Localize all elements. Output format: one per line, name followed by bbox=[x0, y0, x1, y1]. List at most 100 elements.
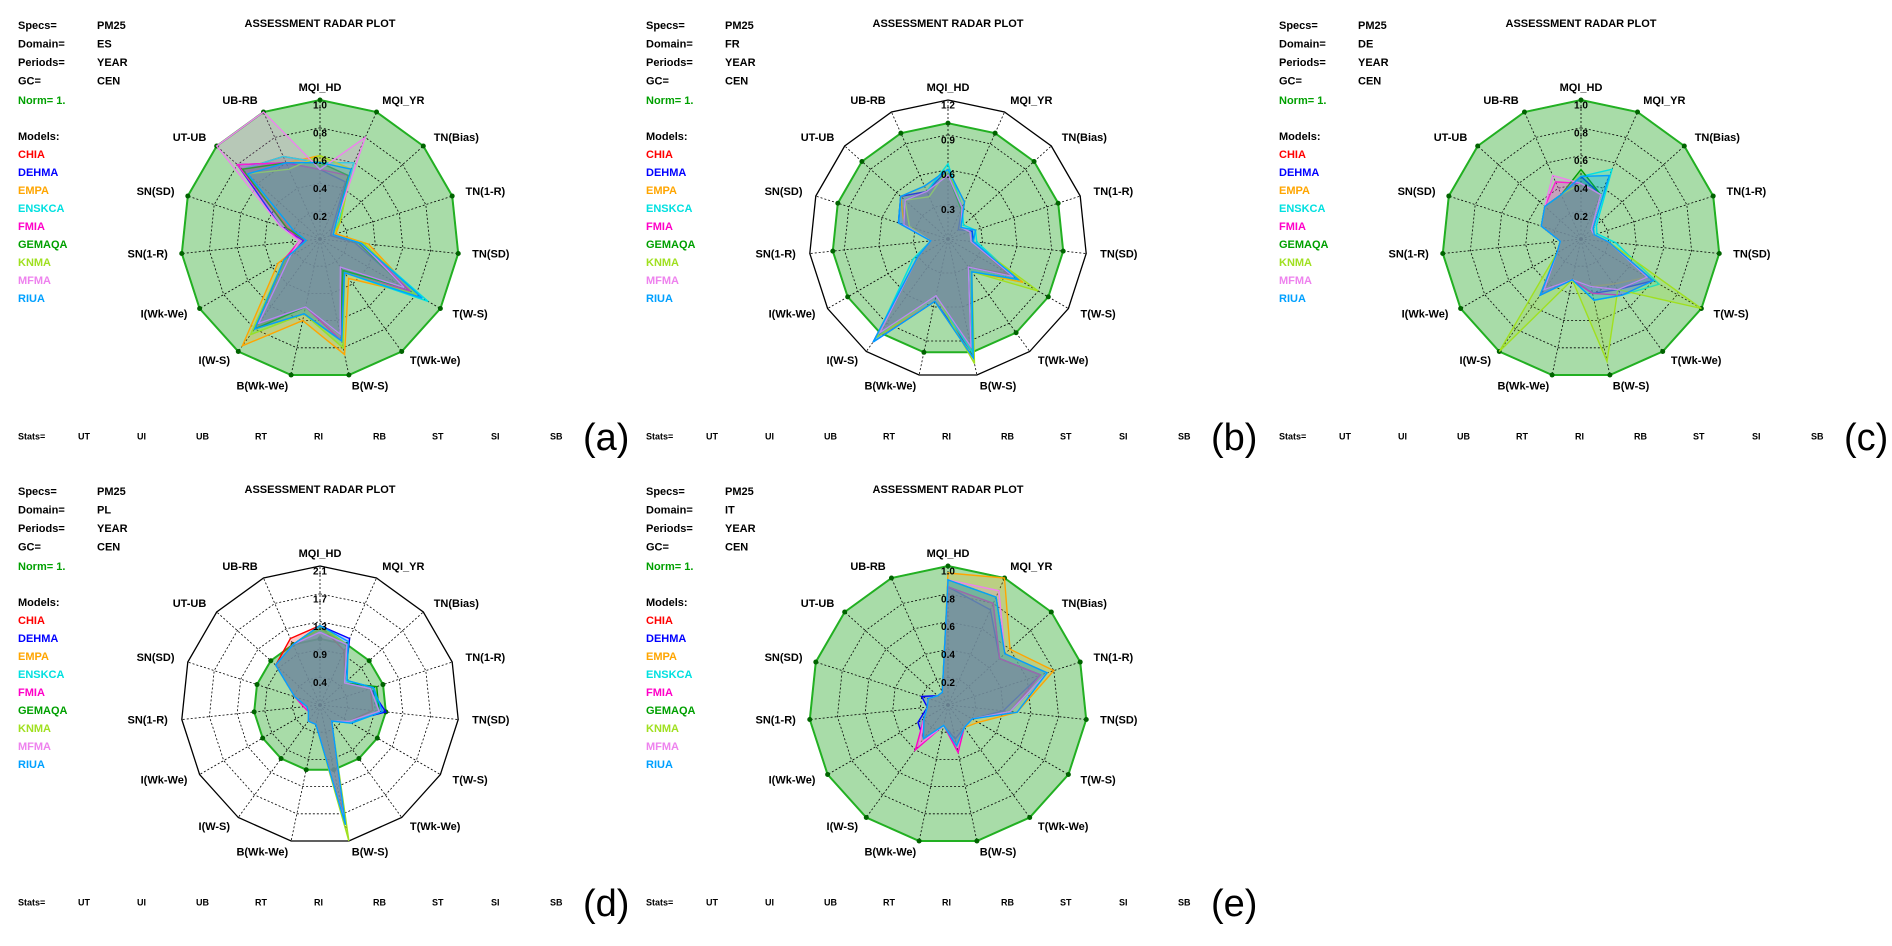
stats-item: RB bbox=[1001, 897, 1014, 907]
r-tick-label: 1.7 bbox=[313, 594, 327, 605]
norm-line bbox=[180, 98, 460, 376]
info-key: Periods= bbox=[18, 523, 65, 535]
norm-dot bbox=[235, 348, 241, 354]
norm-dot bbox=[1077, 659, 1083, 665]
legend-entry: GEMAQA bbox=[646, 239, 696, 251]
grid-ring bbox=[181, 565, 459, 842]
axis-label: TN(Bias) bbox=[1062, 598, 1108, 610]
legend-entry: EMPA bbox=[646, 185, 677, 197]
stats-item: SB bbox=[550, 897, 563, 907]
axis-label: MQI_HD bbox=[299, 548, 342, 560]
info-key: Specs= bbox=[646, 486, 685, 498]
axis-label: SN(1-R) bbox=[755, 715, 796, 727]
legend-entry: ENSKCA bbox=[646, 669, 693, 681]
axis-label: B(W-S) bbox=[980, 381, 1017, 393]
norm-dot bbox=[288, 372, 294, 378]
grid-ring bbox=[1552, 210, 1610, 267]
info-value: YEAR bbox=[97, 57, 128, 69]
axis-label: MQI_YR bbox=[382, 561, 424, 573]
spoke bbox=[1460, 238, 1582, 309]
legend-entry: KNMA bbox=[646, 723, 679, 735]
stats-item: UT bbox=[1339, 431, 1351, 441]
spoke bbox=[1580, 238, 1611, 376]
legend-entry: MFMA bbox=[646, 275, 679, 287]
grid-ring bbox=[843, 134, 1053, 342]
norm-dot bbox=[1013, 330, 1019, 336]
norm-dot bbox=[455, 251, 461, 257]
axis-label: I(Wk-We) bbox=[769, 774, 816, 786]
grid-ring bbox=[1525, 182, 1637, 294]
legend-entry: GEMAQA bbox=[18, 705, 68, 717]
stats-item: ST bbox=[1060, 897, 1072, 907]
stats-item: UB bbox=[824, 897, 837, 907]
spoke bbox=[319, 238, 441, 309]
models-label: Models: bbox=[18, 131, 60, 143]
info-key: Periods= bbox=[646, 523, 693, 535]
axis-label: UT-UB bbox=[1434, 132, 1468, 144]
norm-dot bbox=[835, 200, 841, 206]
axis-label: T(W-S) bbox=[453, 774, 489, 786]
stats-item: RB bbox=[1634, 431, 1647, 441]
info-key: Domain= bbox=[18, 38, 65, 50]
info-value: PM25 bbox=[725, 486, 754, 498]
legend-entry: KNMA bbox=[18, 257, 51, 269]
axis-label: TN(1-R) bbox=[1094, 186, 1134, 198]
axis-label: TN(Bias) bbox=[1062, 132, 1108, 144]
info-key: GC= bbox=[18, 541, 41, 553]
legend-entry: KNMA bbox=[1279, 257, 1312, 269]
norm-dot bbox=[1607, 372, 1613, 378]
spoke bbox=[844, 145, 949, 240]
axis-label: B(Wk-We) bbox=[1497, 381, 1549, 393]
stats-item: SB bbox=[1178, 897, 1191, 907]
axis-label: I(W-S) bbox=[199, 821, 231, 833]
axis-label: I(W-S) bbox=[827, 355, 859, 367]
stats-item: RB bbox=[373, 431, 386, 441]
stats-item: SI bbox=[491, 431, 500, 441]
spoke bbox=[1580, 238, 1720, 254]
norm-dot bbox=[317, 636, 323, 642]
norm-dot bbox=[366, 658, 372, 664]
info-value: CEN bbox=[1358, 75, 1381, 87]
axis-label: TN(1-R) bbox=[466, 652, 506, 664]
legend-entry: EMPA bbox=[18, 651, 49, 663]
r-tick-label: 0.9 bbox=[941, 135, 955, 146]
stats-item: RI bbox=[314, 897, 323, 907]
legend-entry: RIUA bbox=[1279, 293, 1306, 305]
norm-line bbox=[808, 564, 1088, 842]
info-value: PM25 bbox=[97, 20, 126, 32]
stats-item: ST bbox=[1060, 431, 1072, 441]
axis-label: T(W-S) bbox=[1714, 308, 1750, 320]
axis-label: TN(SD) bbox=[472, 715, 510, 727]
spoke bbox=[918, 238, 949, 376]
info-value: CEN bbox=[725, 541, 748, 553]
r-tick-label: 1.3 bbox=[313, 622, 327, 633]
r-tick-label: 0.9 bbox=[313, 650, 327, 661]
norm-dot bbox=[1060, 248, 1066, 254]
norm-dot bbox=[380, 682, 386, 688]
axis-label: B(Wk-We) bbox=[864, 847, 916, 859]
stats-label: Stats= bbox=[646, 431, 673, 441]
norm-dot bbox=[437, 306, 443, 311]
norm-dot bbox=[1660, 348, 1666, 354]
spoke bbox=[319, 704, 459, 720]
spoke bbox=[815, 661, 949, 706]
norm-dot bbox=[1521, 109, 1527, 115]
axis-label: T(W-S) bbox=[453, 308, 489, 320]
models-label: Models: bbox=[18, 597, 60, 609]
norm-dot bbox=[185, 193, 191, 199]
stats-item: RT bbox=[255, 897, 267, 907]
r-tick-label: 0.2 bbox=[1574, 212, 1588, 223]
legend-entry: MFMA bbox=[646, 741, 679, 753]
spoke bbox=[1477, 145, 1582, 240]
r-tick-label: 0.4 bbox=[1574, 184, 1588, 195]
norm-dot bbox=[1635, 109, 1641, 115]
stats-label: Stats= bbox=[1279, 431, 1306, 441]
axis-label: I(W-S) bbox=[1460, 355, 1492, 367]
series-area bbox=[274, 624, 384, 825]
grid-ring bbox=[236, 621, 404, 788]
norm-dot bbox=[921, 349, 927, 355]
axis-label: I(Wk-We) bbox=[141, 774, 188, 786]
panel-label: (a) bbox=[583, 417, 629, 459]
spoke bbox=[918, 704, 949, 842]
stats-label: Stats= bbox=[646, 897, 673, 907]
